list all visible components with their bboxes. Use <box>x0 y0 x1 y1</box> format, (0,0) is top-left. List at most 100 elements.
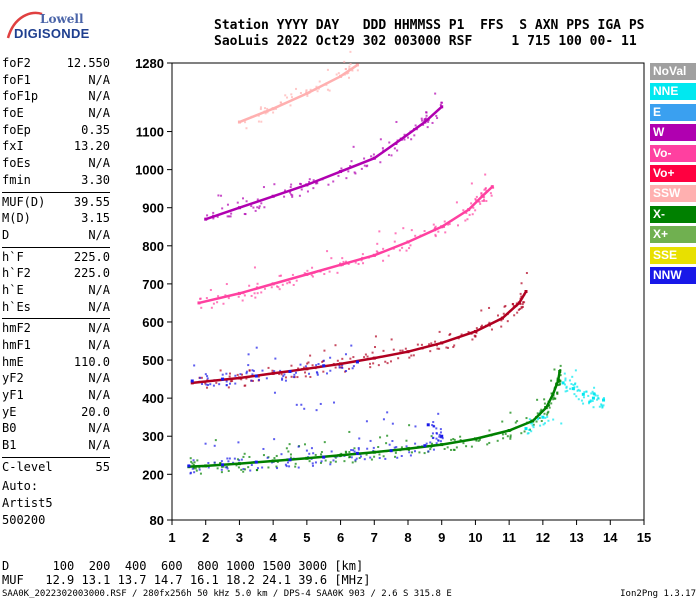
echo-noise-dot <box>564 379 567 382</box>
echo-noise-dot <box>245 372 248 375</box>
echo-noise-dot <box>390 338 393 341</box>
x-tick-label: 10 <box>468 530 482 545</box>
param-value: 110.0 <box>73 354 110 369</box>
echo-noise-dot <box>227 297 230 300</box>
echo-point <box>406 447 410 451</box>
echo-noise-dot <box>225 380 228 383</box>
echo-noise-dot <box>591 390 594 393</box>
x-axis: 1 2 3 4 5 6 7 8 9 10 11 12 13 14 15 <box>168 520 651 545</box>
param-name: foE <box>2 106 24 121</box>
echo-noise-dot <box>500 319 503 322</box>
echo-noise-dot <box>377 446 380 449</box>
echo-noise-dot <box>309 354 312 357</box>
echo-noise-dot <box>247 364 250 367</box>
echo-noise-dot <box>243 294 246 297</box>
echo-noise-dot <box>233 457 236 460</box>
echo-noise-dot <box>559 374 562 377</box>
echo-noise-dot <box>433 226 436 229</box>
echo-noise-dot <box>509 437 512 440</box>
param-row: M(D) 3.15 <box>2 211 110 228</box>
echo-noise-dot <box>274 357 277 360</box>
echo-noise-dot <box>394 451 397 454</box>
echo-noise-dot <box>348 456 351 459</box>
echo-noise-dot <box>546 411 549 414</box>
echo-noise-dot <box>362 262 365 265</box>
echo-noise-dot <box>369 439 372 442</box>
echo-noise-dot <box>400 455 403 458</box>
echo-noise-dot <box>387 153 390 156</box>
echo-noise-dot <box>329 356 332 359</box>
echo-noise-dot <box>459 439 462 442</box>
echo-noise-dot <box>340 167 343 170</box>
echo-noise-dot <box>602 397 605 400</box>
echo-noise-dot <box>284 189 287 192</box>
echo-noise-dot <box>379 436 382 439</box>
echo-noise-dot <box>455 201 458 204</box>
echo-noise-dot <box>466 218 469 221</box>
echo-noise-dot <box>254 296 257 299</box>
echo-noise-dot <box>354 460 357 463</box>
echo-point <box>406 350 410 354</box>
echo-noise-dot <box>366 355 369 358</box>
echo-noise-dot <box>532 423 535 426</box>
echo-noise-dot <box>474 199 477 202</box>
echo-noise-dot <box>323 273 326 276</box>
echo-noise-dot <box>548 406 551 409</box>
echo-noise-dot <box>365 420 368 423</box>
trace-line-w <box>205 105 443 221</box>
echo-noise-dot <box>217 295 220 298</box>
echo-noise-dot <box>528 428 531 431</box>
echo-noise-dot <box>384 457 387 460</box>
echo-noise-dot <box>297 445 300 448</box>
echo-point <box>271 107 275 111</box>
echo-noise-dot <box>205 383 208 386</box>
echo-noise-dot <box>438 435 441 438</box>
echo-noise-dot <box>526 432 529 435</box>
echo-noise-dot <box>386 434 389 437</box>
echo-noise-dot <box>235 464 238 467</box>
param-separator <box>2 318 110 320</box>
echo-noise-dot <box>357 262 360 265</box>
echo-point <box>440 434 444 438</box>
echo-noise-dot <box>470 445 473 448</box>
echo-noise-dot <box>240 373 243 376</box>
echo-noise-dot <box>370 155 373 158</box>
echo-noise-dot <box>213 461 216 464</box>
echo-noise-dot <box>236 373 239 376</box>
echo-noise-dot <box>243 452 246 455</box>
echo-noise-dot <box>207 461 210 464</box>
echo-noise-dot <box>280 274 283 277</box>
echo-noise-dot <box>394 455 397 458</box>
echo-noise-dot <box>483 199 486 202</box>
echo-noise-dot <box>206 214 209 217</box>
echo-noise-dot <box>525 417 528 420</box>
echo-noise-dot <box>265 377 268 380</box>
echo-noise-dot <box>365 165 368 168</box>
echo-point <box>467 208 471 212</box>
echo-noise-dot <box>453 344 456 347</box>
echo-noise-dot <box>569 387 572 390</box>
param-value: N/A <box>88 227 110 242</box>
echo-point <box>571 387 575 391</box>
param-name: yE <box>2 404 17 419</box>
echo-point <box>288 369 292 373</box>
echo-noise-dot <box>369 456 372 459</box>
echo-noise-dot <box>189 457 192 460</box>
echo-noise-dot <box>220 465 223 468</box>
echo-noise-dot <box>540 420 543 423</box>
echo-noise-dot <box>326 88 329 91</box>
echo-noise-dot <box>329 461 332 464</box>
echo-point <box>204 217 208 221</box>
echo-noise-dot <box>382 247 385 250</box>
echo-noise-dot <box>227 469 230 472</box>
echo-noise-dot <box>201 382 204 385</box>
echo-noise-dot <box>600 404 603 407</box>
param-value: N/A <box>88 388 110 403</box>
param-row: C-level 55 <box>2 460 110 477</box>
echo-noise-dot <box>345 72 348 75</box>
echo-noise-dot <box>360 167 363 170</box>
echo-point <box>524 427 528 431</box>
echo-noise-dot <box>332 459 335 462</box>
x-tick-label: 13 <box>569 530 583 545</box>
echo-point <box>187 464 191 468</box>
